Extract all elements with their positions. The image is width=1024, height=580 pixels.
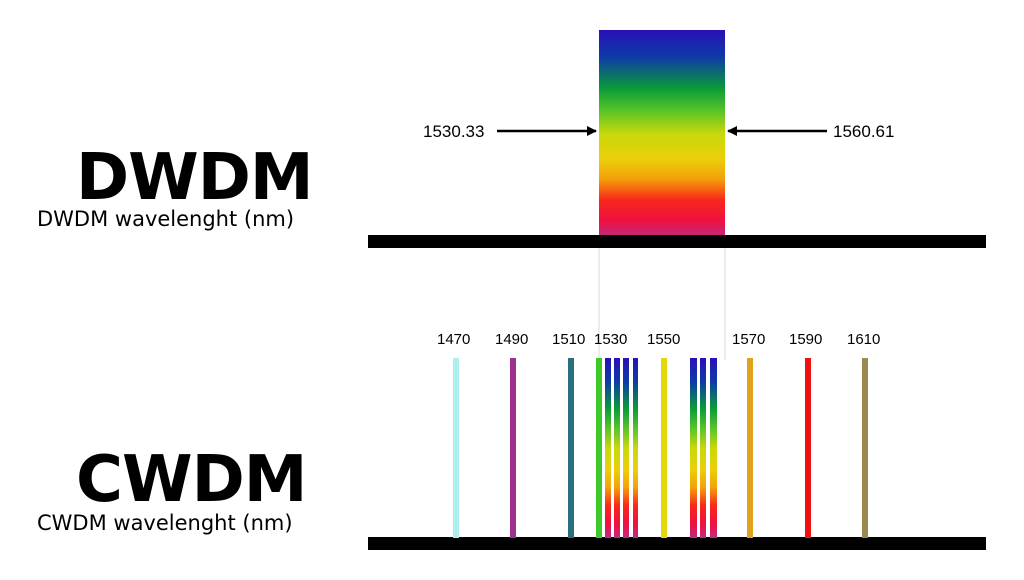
- tick-label-1590: 1590: [789, 331, 822, 348]
- channel-bar-1510: [568, 358, 574, 538]
- tick-label-1530: 1530: [594, 331, 627, 348]
- dwdm-subchannel-bar: [710, 358, 717, 538]
- cwdm-title: CWDM: [76, 443, 307, 517]
- channel-bar-1550: [661, 358, 667, 538]
- cwdm-baseline: [368, 537, 986, 550]
- dwdm-subchannel-bar: [690, 358, 697, 538]
- dwdm-subchannel-bar: [633, 358, 638, 538]
- dwdm-subchannel-bar: [700, 358, 706, 538]
- tick-label-1490: 1490: [495, 331, 528, 348]
- tick-label-1510: 1510: [552, 331, 585, 348]
- dwdm-subchannel-bar: [623, 358, 629, 538]
- tick-label-1550: 1550: [647, 331, 680, 348]
- tick-label-1570: 1570: [732, 331, 765, 348]
- channel-bar-1590: [805, 358, 811, 538]
- dwdm-spectrum-band: [599, 30, 725, 237]
- cwdm-subtitle: CWDM wavelenght (nm): [37, 511, 293, 535]
- dwdm-subchannel-bar: [614, 358, 620, 538]
- channel-bar-1470: [453, 358, 459, 538]
- dwdm-subtitle: DWDM wavelenght (nm): [37, 207, 295, 231]
- channel-bar-1530: [596, 358, 602, 538]
- channel-bar-1570: [747, 358, 753, 538]
- tick-label-1470: 1470: [437, 331, 470, 348]
- range-high-label: 1560.61: [833, 122, 894, 141]
- dwdm-baseline: [368, 235, 986, 248]
- dwdm-subchannel-bar: [605, 358, 611, 538]
- tick-label-1610: 1610: [847, 331, 880, 348]
- dwdm-title: DWDM: [76, 141, 314, 215]
- channel-bar-1610: [862, 358, 868, 538]
- range-low-label: 1530.33: [423, 122, 484, 141]
- channel-bar-1490: [510, 358, 516, 538]
